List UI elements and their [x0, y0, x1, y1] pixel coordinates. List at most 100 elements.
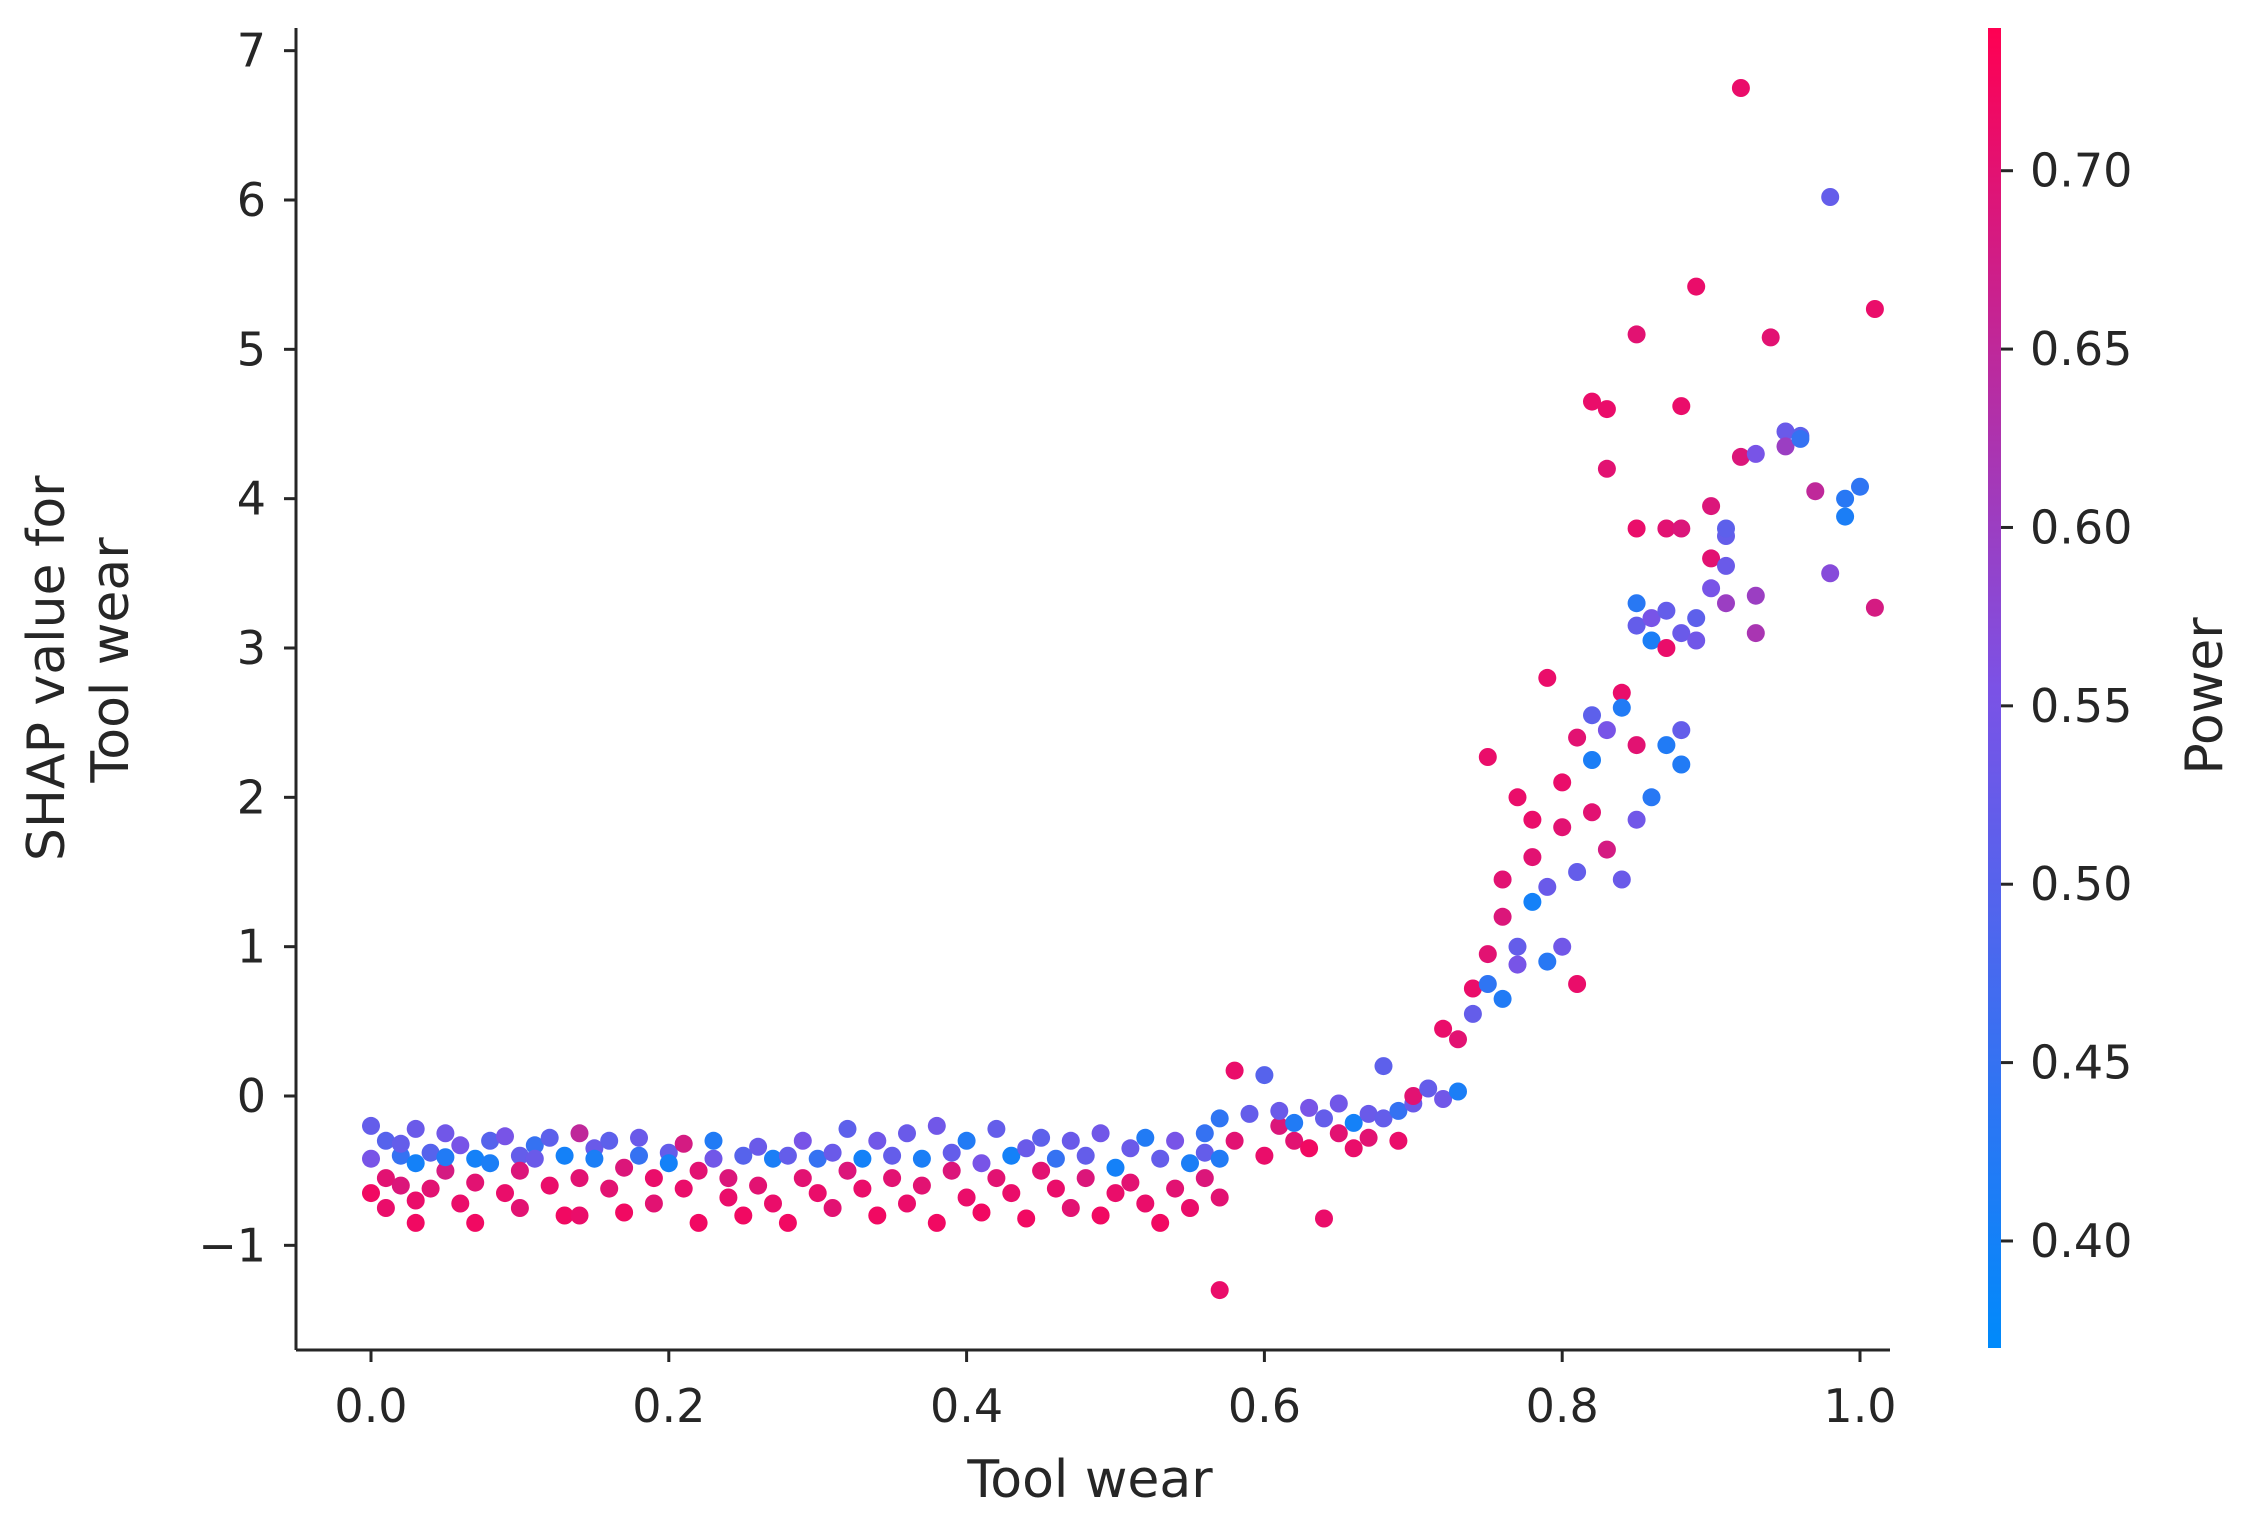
data-point — [1315, 1209, 1333, 1228]
data-point — [1166, 1131, 1185, 1150]
data-point — [764, 1149, 782, 1168]
x-tick-label: 0.2 — [632, 1379, 705, 1433]
data-point — [510, 1161, 529, 1180]
data-point — [1493, 907, 1512, 926]
data-point — [1434, 1019, 1453, 1038]
data-point — [957, 1131, 976, 1150]
data-point — [570, 1206, 589, 1225]
colorbar-tick-label: 0.50 — [2030, 857, 2132, 911]
data-point — [1478, 748, 1497, 766]
data-point — [1627, 810, 1646, 829]
data-point — [1746, 624, 1765, 643]
data-point — [1389, 1101, 1408, 1120]
data-point — [1195, 1143, 1214, 1162]
data-point — [1821, 564, 1840, 583]
data-point — [585, 1149, 604, 1168]
data-point — [942, 1161, 961, 1180]
colorbar-tick-label: 0.60 — [2030, 500, 2132, 554]
data-point — [421, 1143, 440, 1162]
data-point — [1389, 1131, 1408, 1150]
data-point — [1642, 788, 1661, 807]
x-tick-label: 0.4 — [930, 1379, 1003, 1433]
data-point — [451, 1194, 470, 1213]
data-point — [1404, 1087, 1423, 1105]
data-point — [1538, 952, 1557, 971]
data-point — [510, 1146, 529, 1165]
data-point — [823, 1199, 842, 1217]
y-tick-label: 6 — [237, 173, 266, 227]
data-point — [674, 1134, 693, 1153]
data-point — [1746, 444, 1765, 463]
data-point — [1702, 549, 1721, 568]
data-point — [808, 1184, 827, 1203]
data-point — [1344, 1113, 1363, 1132]
data-point — [1508, 955, 1527, 974]
data-point — [1583, 706, 1601, 725]
data-point — [1627, 616, 1646, 635]
data-point — [942, 1143, 961, 1162]
colorbar-tick-label: 0.55 — [2030, 679, 2132, 733]
data-point — [555, 1206, 574, 1225]
data-point — [615, 1158, 634, 1177]
data-point — [808, 1149, 827, 1168]
data-point — [868, 1206, 887, 1225]
data-point — [1061, 1199, 1080, 1217]
data-point — [1374, 1109, 1393, 1128]
y-tick-label: 2 — [237, 770, 266, 824]
data-point — [1568, 863, 1587, 881]
data-point — [674, 1179, 693, 1198]
scatter-points — [362, 79, 1884, 1300]
data-point — [1061, 1131, 1080, 1150]
data-point — [1612, 870, 1631, 889]
data-point — [1270, 1101, 1289, 1120]
data-point — [644, 1194, 663, 1213]
data-point — [1597, 840, 1616, 859]
data-point — [853, 1149, 872, 1168]
data-point — [570, 1169, 589, 1188]
data-point — [1493, 989, 1512, 1008]
data-point — [927, 1116, 946, 1135]
data-point — [466, 1149, 485, 1168]
data-point — [853, 1179, 872, 1198]
data-point — [689, 1213, 708, 1232]
data-point — [1106, 1184, 1125, 1203]
data-point — [1657, 601, 1676, 620]
data-point — [1076, 1169, 1095, 1188]
data-point — [1776, 437, 1795, 456]
colorbar-tick-label: 0.65 — [2030, 322, 2132, 376]
y-tick-label: 0 — [237, 1069, 266, 1123]
data-point — [630, 1128, 648, 1147]
data-point — [1419, 1079, 1438, 1098]
data-point — [466, 1173, 485, 1192]
data-point — [1672, 397, 1691, 416]
data-point — [1017, 1139, 1036, 1158]
data-point — [1538, 877, 1557, 896]
data-point — [1583, 392, 1601, 411]
data-point — [1493, 870, 1512, 889]
y-tick-label: 5 — [237, 322, 266, 376]
data-point — [778, 1146, 797, 1165]
data-point — [615, 1203, 634, 1222]
data-point — [898, 1124, 916, 1143]
data-point — [1672, 755, 1691, 774]
colorbar-tick-label: 0.45 — [2030, 1036, 2132, 1090]
data-point — [1761, 328, 1780, 347]
data-point — [749, 1137, 768, 1156]
data-point — [406, 1119, 425, 1138]
data-point — [1449, 1082, 1467, 1101]
data-point — [1091, 1124, 1110, 1143]
data-point — [1478, 945, 1497, 964]
data-point — [972, 1154, 991, 1173]
data-point — [362, 1116, 380, 1135]
data-point — [778, 1213, 797, 1232]
data-point — [972, 1203, 991, 1222]
data-point — [868, 1131, 887, 1150]
data-point — [1731, 79, 1750, 97]
data-point — [1836, 489, 1855, 508]
data-point — [1687, 277, 1706, 296]
data-point — [749, 1176, 768, 1195]
data-point — [1865, 598, 1884, 617]
data-point — [1166, 1179, 1185, 1198]
colorbar-gradient — [1988, 28, 2001, 1348]
colorbar: 0.40 0.45 0.50 0.55 0.60 0.65 0.70 Power — [1988, 28, 2235, 1348]
